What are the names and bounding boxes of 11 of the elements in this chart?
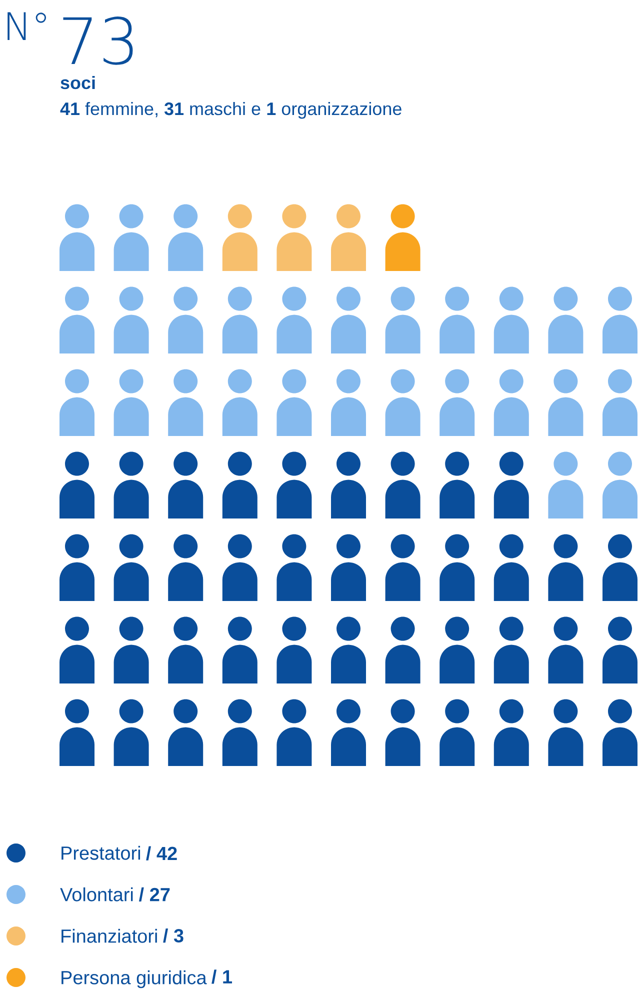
data-label: / 42 [146, 846, 177, 860]
data-label: / 1 [212, 970, 232, 984]
text: 41 femmine, 31 maschi e 1 organizzazione [60, 102, 402, 119]
category-label: Finanziatori [62, 928, 157, 943]
data-label: / 3 [163, 928, 184, 943]
category-label: Persona giuridica [62, 970, 207, 988]
category-label: Volontari [60, 887, 133, 902]
text: soci [60, 76, 95, 90]
data-label: / 27 [138, 887, 170, 902]
category-label: Prestatori [62, 846, 140, 860]
text: N° 73 [8, 12, 133, 65]
